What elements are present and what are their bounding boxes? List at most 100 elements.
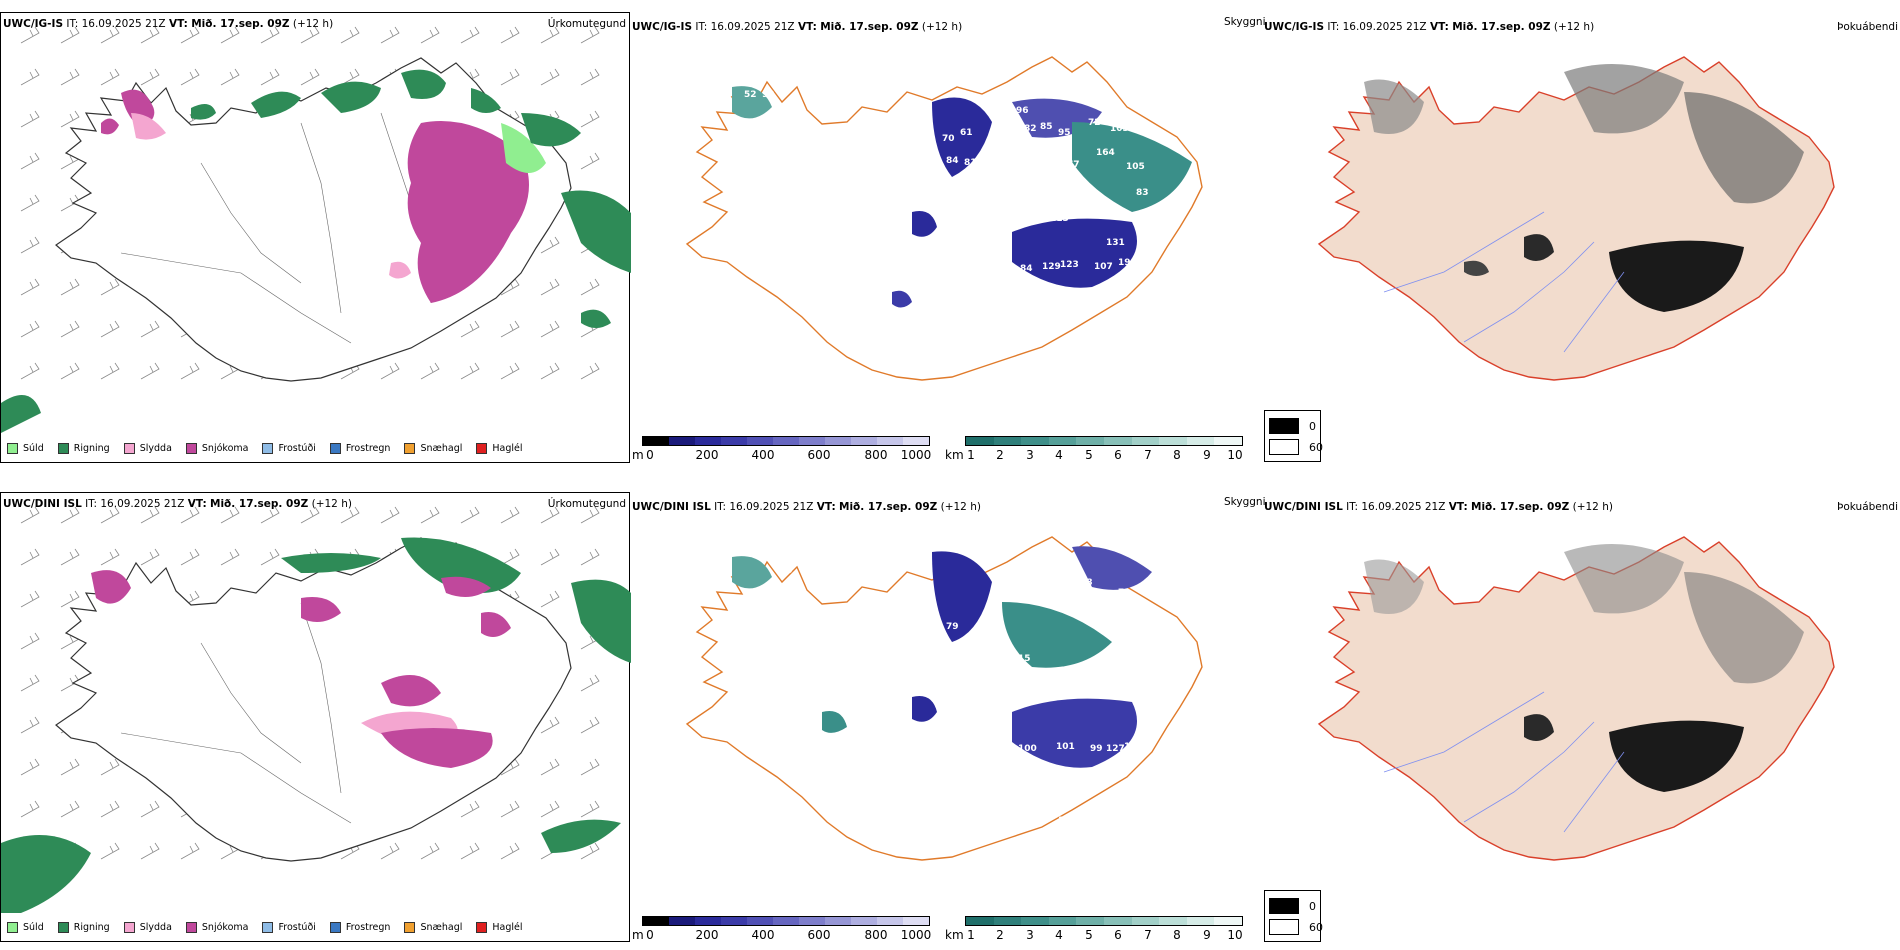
wind-barb xyxy=(580,26,600,44)
river-lines xyxy=(1383,211,1625,353)
wind-barb xyxy=(20,26,40,44)
map-value-label: 105 xyxy=(1126,162,1145,172)
cloud-areas xyxy=(732,546,1152,768)
fog-legend-row: 60 xyxy=(1269,439,1323,455)
colorbar-tick: 2 xyxy=(996,448,1004,462)
map-value-label: 61 xyxy=(1144,214,1157,224)
wind-barb xyxy=(580,758,600,776)
wind-barb xyxy=(540,362,560,380)
colorbar-segment xyxy=(695,917,721,925)
wind-barb xyxy=(540,800,560,818)
map-value-label: 77 xyxy=(944,244,957,254)
wind-barb xyxy=(300,506,320,524)
wind-barb xyxy=(500,800,520,818)
legend-item: Haglél xyxy=(476,443,523,454)
product-title: Skyggni xyxy=(1224,16,1266,28)
legend-swatch xyxy=(476,922,488,933)
colorbar-segment xyxy=(1214,917,1242,925)
wind-barb xyxy=(100,26,120,44)
cloudbase-colorbar: m 0 200 400 600 800 1000 xyxy=(632,436,937,464)
map-value-label: 99 xyxy=(1090,744,1103,754)
cloud-areas xyxy=(732,86,1192,308)
cloudbase-colorbar-bar xyxy=(642,916,930,926)
map-value-label: 146 xyxy=(1042,168,1061,178)
map-value-label: 11 xyxy=(1058,816,1071,826)
legend-swatch xyxy=(329,922,341,933)
wind-barb xyxy=(500,362,520,380)
colorbar-segment xyxy=(799,917,825,925)
iceland-cloudbase-map xyxy=(685,56,1203,381)
fog-index-legend: 0 60 xyxy=(1264,890,1323,942)
colorbar-tick: 7 xyxy=(1144,448,1152,462)
wind-barb xyxy=(500,68,520,86)
colorbar-tick: 1 xyxy=(967,928,975,942)
legend-item: Rigning xyxy=(57,443,110,454)
colorbar-segment xyxy=(1076,917,1104,925)
colorbar-tick: 1000 xyxy=(900,928,932,942)
wind-barb xyxy=(540,716,560,734)
legend-item: Haglél xyxy=(476,922,523,933)
panel-header: UWC/DINI ISL IT: 16.09.2025 21Z VT: Mið.… xyxy=(1264,501,1613,513)
precip-areas xyxy=(1,69,631,433)
wind-barb xyxy=(500,548,520,566)
wind-barb xyxy=(540,590,560,608)
colorbar-unit: km xyxy=(945,928,964,942)
colorbar-segment xyxy=(903,437,929,445)
map-value-label: 52 xyxy=(744,90,757,100)
colorbar-tick: 600 xyxy=(807,928,831,942)
legend-swatch xyxy=(7,443,18,454)
product-title: Þokuábendi xyxy=(1837,21,1898,33)
legend-swatch xyxy=(185,443,197,454)
wind-barb xyxy=(580,506,600,524)
map-value-label: 84 xyxy=(946,156,959,166)
fog-legend-swatch xyxy=(1269,898,1299,914)
colorbar-segment xyxy=(721,437,747,445)
wind-barb xyxy=(220,68,240,86)
map-value-label: 151 xyxy=(1007,177,1026,187)
wind-barb xyxy=(580,674,600,692)
map-value-label: 85 xyxy=(1040,122,1053,132)
colorbar-tick: 7 xyxy=(1144,928,1152,942)
wind-barb xyxy=(460,362,480,380)
fog-legend-swatch xyxy=(1269,439,1299,455)
wind-barb xyxy=(220,548,240,566)
wind-barb xyxy=(500,842,520,860)
wind-barb xyxy=(140,506,160,524)
colorbar-unit: m xyxy=(632,448,644,462)
colorbar-tick: 800 xyxy=(864,448,888,462)
colorbar-segment xyxy=(1131,437,1160,445)
wind-barb xyxy=(180,506,200,524)
cloud-label-layer: 52 92 70 61 83 96 85 82 95 72 103 84 81 … xyxy=(632,12,1262,463)
legend-swatch xyxy=(57,443,69,454)
wind-barb xyxy=(420,362,440,380)
wind-barb xyxy=(500,320,520,338)
colorbar-tick: 10 xyxy=(1227,928,1243,942)
map-value-label: 75 xyxy=(944,724,957,734)
wind-barb xyxy=(180,548,200,566)
legend-item: Frostúði xyxy=(262,443,316,454)
cloudbase-colorbar-bar xyxy=(642,436,930,446)
map-value-label: 92 xyxy=(762,90,775,100)
colorbar-segment xyxy=(643,917,669,925)
legend-item: Snjókoma xyxy=(185,922,248,933)
map-value-label: 134 xyxy=(1028,596,1047,606)
wind-barb xyxy=(60,320,80,338)
wind-barb xyxy=(20,800,40,818)
wind-barb xyxy=(580,152,600,170)
colorbar-tick: 800 xyxy=(864,928,888,942)
legend-swatch xyxy=(262,443,274,454)
product-title: Úrkomutegund xyxy=(547,18,626,30)
map-value-label: 123 xyxy=(1060,260,1079,270)
visibility-colorbar: km 1 2 3 4 5 6 7 8 9 10 xyxy=(945,436,1245,464)
map-value-label: 61 xyxy=(960,128,973,138)
colorbar-tick: 0 xyxy=(646,928,654,942)
wind-barb xyxy=(20,68,40,86)
colorbar-segment xyxy=(1048,437,1077,445)
wind-barb xyxy=(580,110,600,128)
map-value-label: 50 xyxy=(1122,640,1135,650)
wind-barb xyxy=(60,758,80,776)
colorbar-unit: km xyxy=(945,448,964,462)
colorbar-segment xyxy=(669,917,695,925)
colorbar-tick: 1 xyxy=(967,448,975,462)
visibility-colorbar-bar xyxy=(965,436,1243,446)
